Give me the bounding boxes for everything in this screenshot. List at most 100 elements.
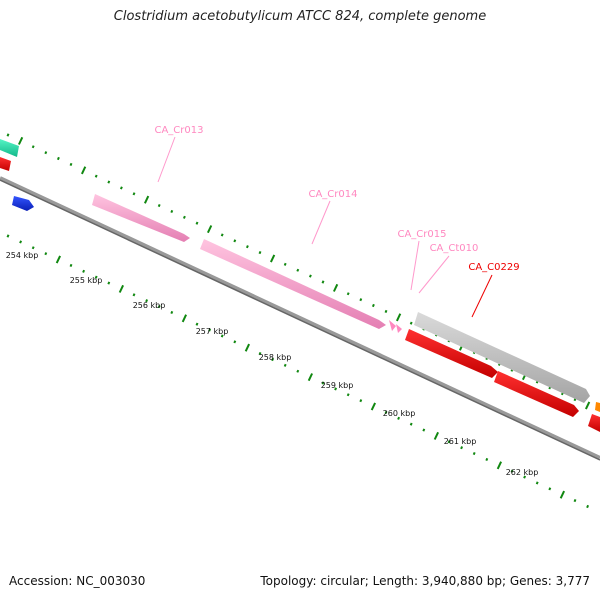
minor-tick	[422, 428, 426, 432]
minor-tick	[233, 340, 237, 344]
major-tick	[181, 314, 188, 323]
label-ca-cr013: CA_Cr013	[154, 125, 203, 136]
minor-tick	[56, 156, 60, 161]
minor-tick	[182, 215, 186, 219]
minor-tick	[6, 133, 10, 137]
minor-tick	[283, 363, 287, 367]
major-tick	[433, 431, 440, 440]
minor-tick	[132, 192, 136, 196]
ruler-label: 255 kbp	[70, 276, 103, 285]
feature-orange-gene[interactable]	[595, 402, 600, 412]
minor-tick	[258, 352, 262, 356]
minor-tick	[523, 475, 527, 479]
minor-tick	[69, 162, 73, 166]
major-tick	[143, 195, 150, 204]
minor-tick	[296, 369, 300, 373]
minor-tick	[132, 293, 136, 297]
major-tick	[118, 284, 125, 293]
minor-tick	[44, 252, 48, 256]
feature-ca-cr014[interactable]	[200, 239, 386, 329]
major-tick	[370, 402, 377, 411]
minor-tick	[384, 410, 388, 414]
minor-tick	[233, 239, 237, 243]
minor-tick	[384, 309, 388, 313]
label-line-ca-c0229	[471, 274, 493, 318]
minor-tick	[107, 180, 111, 184]
minor-tick	[245, 245, 249, 249]
ruler-label: 258 kbp	[259, 353, 292, 362]
feature-ca-cr015[interactable]	[389, 320, 396, 331]
minor-tick	[397, 416, 401, 420]
ruler-label: 254 kbp	[6, 251, 39, 260]
label-line-ca-cr015	[410, 240, 420, 291]
major-tick	[269, 254, 276, 263]
label-ca-cr014: CA_Cr014	[308, 189, 357, 200]
major-tick	[206, 225, 213, 234]
minor-tick	[107, 281, 111, 285]
feature-pseudo-gene[interactable]	[414, 312, 590, 403]
minor-tick	[535, 481, 539, 485]
label-line-ca-ct010	[418, 255, 450, 294]
major-tick	[244, 343, 251, 352]
feature-red-gene-right[interactable]	[588, 414, 600, 432]
minor-tick	[321, 280, 325, 284]
major-tick	[496, 461, 503, 470]
feature-ca-cr013[interactable]	[92, 194, 190, 242]
major-tick	[55, 255, 62, 264]
minor-tick	[371, 303, 375, 308]
minor-tick	[472, 452, 476, 456]
minor-tick	[6, 234, 10, 238]
minor-tick	[94, 174, 98, 178]
minor-tick	[359, 399, 363, 403]
ruler-label: 260 kbp	[383, 409, 416, 418]
minor-tick	[31, 246, 35, 250]
minor-tick	[157, 305, 161, 309]
inner-tick-row	[6, 234, 590, 509]
minor-tick	[409, 422, 413, 426]
feature-teal-gene[interactable]	[0, 139, 19, 157]
minor-tick	[409, 321, 413, 325]
feature-blue-gene[interactable]	[12, 196, 34, 211]
major-tick	[332, 283, 339, 292]
minor-tick	[321, 381, 325, 385]
feature-red-gene-2[interactable]	[494, 371, 579, 417]
minor-tick	[208, 328, 212, 332]
label-ca-c0229: CA_C0229	[468, 262, 519, 273]
minor-tick	[359, 298, 363, 302]
ruler-label: 259 kbp	[321, 381, 354, 390]
minor-tick	[308, 274, 312, 278]
major-tick	[559, 490, 566, 499]
minor-tick	[145, 299, 149, 303]
minor-tick	[334, 387, 338, 391]
ruler-label: 262 kbp	[506, 468, 539, 477]
minor-tick	[94, 275, 98, 279]
map-title: Clostridium acetobutylicum ATCC 824, com…	[113, 9, 487, 24]
minor-tick	[82, 269, 86, 273]
label-ca-cr015: CA_Cr015	[397, 229, 446, 240]
label-line-ca-cr014	[311, 200, 331, 245]
feature-ca-ct010[interactable]	[396, 324, 402, 333]
genome-summary-text: Topology: circular; Length: 3,940,880 bp…	[260, 574, 590, 588]
label-line-ca-cr013	[157, 136, 176, 183]
minor-tick	[573, 499, 577, 503]
minor-tick	[271, 357, 275, 362]
major-tick	[395, 313, 402, 322]
major-tick	[584, 401, 591, 410]
major-tick	[17, 136, 24, 145]
minor-tick	[296, 268, 300, 272]
feature-red-gene-left[interactable]	[0, 157, 11, 171]
minor-tick	[157, 204, 161, 208]
minor-tick	[170, 209, 174, 213]
major-tick	[307, 373, 314, 382]
minor-tick	[346, 292, 350, 296]
minor-tick	[44, 151, 48, 155]
minor-tick	[220, 233, 224, 237]
minor-tick	[19, 240, 23, 244]
minor-tick	[220, 334, 224, 338]
feature-ca-c0229[interactable]	[405, 329, 498, 378]
minor-tick	[119, 186, 123, 190]
minor-tick	[460, 446, 464, 450]
minor-tick	[69, 263, 73, 267]
